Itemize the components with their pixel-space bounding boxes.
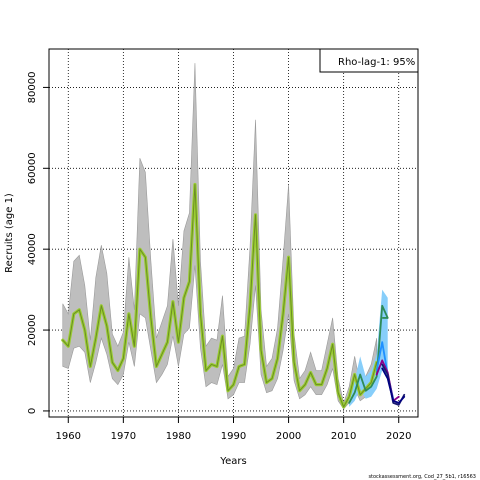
grid-lines	[49, 49, 418, 417]
y-axis-label: Recruits (age 1)	[4, 193, 15, 273]
y-tick-label-40000: 40000	[27, 233, 38, 265]
y-tick-label-60000: 60000	[27, 152, 38, 184]
x-tick-label-2010: 2010	[331, 431, 356, 442]
retro-line-5	[381, 367, 406, 404]
x-tick-label-1980: 1980	[166, 431, 191, 442]
x-tick-label-2020: 2020	[386, 431, 411, 442]
y-tick-label-20000: 20000	[27, 314, 38, 346]
legend-box	[319, 48, 419, 73]
y-tick-label-0: 0	[27, 408, 38, 414]
x-tick-label-1960: 1960	[56, 431, 81, 442]
x-tick-label-1970: 1970	[111, 431, 136, 442]
y-axis: 0 20000 40000 60000 80000	[27, 72, 49, 414]
x-tick-label-1990: 1990	[221, 431, 246, 442]
x-axis-label: Years	[219, 456, 246, 467]
y-tick-label-80000: 80000	[27, 72, 38, 104]
legend: Rho-lag-1: 95%	[319, 48, 419, 73]
retro-line-3	[375, 359, 400, 402]
series-lines	[61, 182, 406, 409]
estimate-line-main-core	[62, 183, 378, 408]
legend-text: Rho-lag-1: 95%	[338, 57, 415, 68]
retro-line-1	[348, 304, 389, 404]
x-axis: 1960 1970 1980 1990 2000 2010 2020	[56, 417, 411, 442]
source-credit: stockassessment.org, Cod_27_5b1, r16563	[368, 474, 476, 480]
x-tick-label-2000: 2000	[276, 431, 301, 442]
